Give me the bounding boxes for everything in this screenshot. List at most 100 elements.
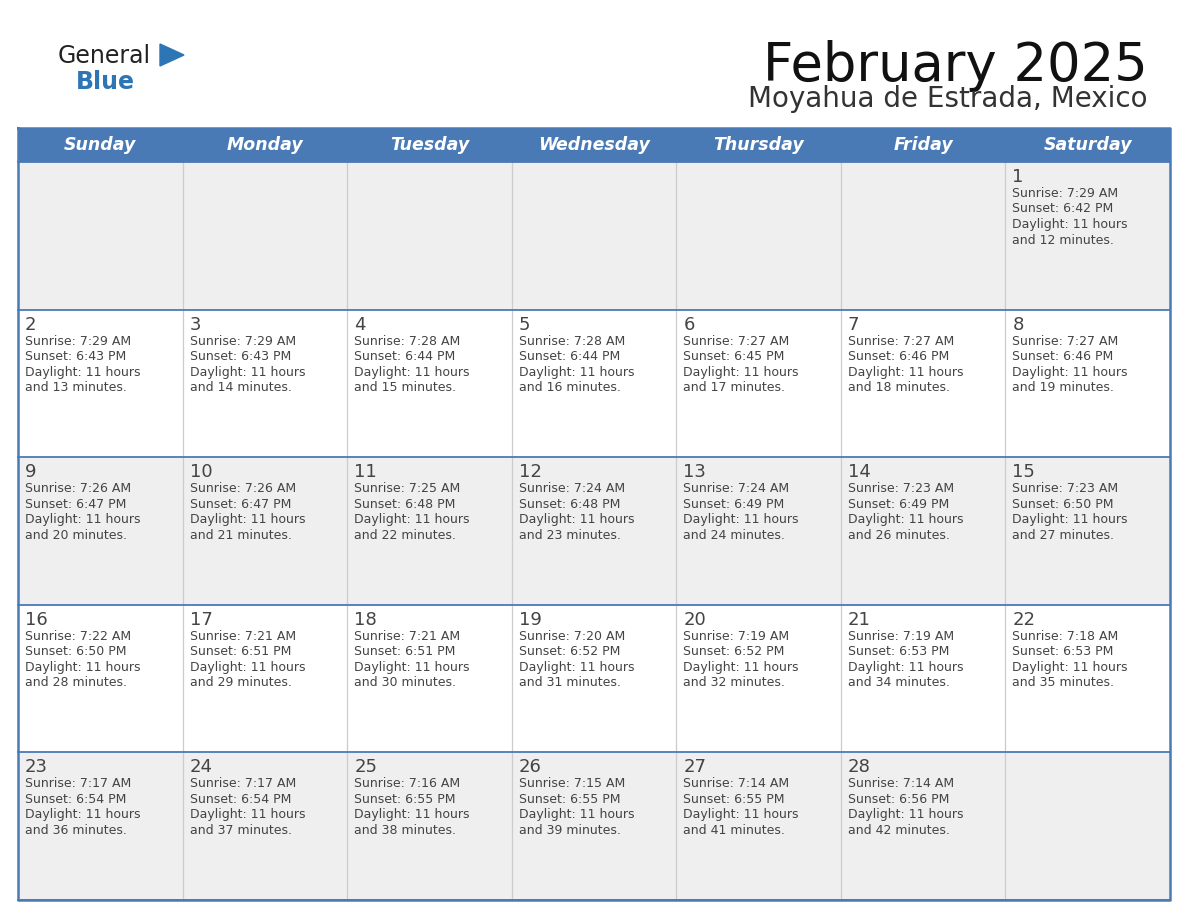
Text: Sunrise: 7:23 AM: Sunrise: 7:23 AM [1012, 482, 1119, 495]
Text: and 30 minutes.: and 30 minutes. [354, 677, 456, 689]
Text: Sunrise: 7:26 AM: Sunrise: 7:26 AM [190, 482, 296, 495]
Text: 3: 3 [190, 316, 201, 333]
Text: Daylight: 11 hours: Daylight: 11 hours [848, 513, 963, 526]
Text: Daylight: 11 hours: Daylight: 11 hours [683, 365, 798, 378]
Text: Sunset: 6:50 PM: Sunset: 6:50 PM [25, 645, 126, 658]
Text: and 17 minutes.: and 17 minutes. [683, 381, 785, 394]
Text: Sunrise: 7:14 AM: Sunrise: 7:14 AM [683, 778, 789, 790]
Text: Daylight: 11 hours: Daylight: 11 hours [25, 809, 140, 822]
Text: Saturday: Saturday [1043, 136, 1132, 154]
Text: Daylight: 11 hours: Daylight: 11 hours [519, 513, 634, 526]
Text: 12: 12 [519, 464, 542, 481]
Text: Daylight: 11 hours: Daylight: 11 hours [683, 513, 798, 526]
Text: Sunset: 6:52 PM: Sunset: 6:52 PM [519, 645, 620, 658]
Text: and 13 minutes.: and 13 minutes. [25, 381, 127, 394]
Text: Sunset: 6:52 PM: Sunset: 6:52 PM [683, 645, 784, 658]
Text: Sunrise: 7:27 AM: Sunrise: 7:27 AM [683, 334, 790, 348]
Text: 11: 11 [354, 464, 377, 481]
Text: Daylight: 11 hours: Daylight: 11 hours [354, 809, 469, 822]
Text: Sunrise: 7:23 AM: Sunrise: 7:23 AM [848, 482, 954, 495]
Text: Daylight: 11 hours: Daylight: 11 hours [25, 365, 140, 378]
Text: and 29 minutes.: and 29 minutes. [190, 677, 291, 689]
Text: 8: 8 [1012, 316, 1024, 333]
Text: Daylight: 11 hours: Daylight: 11 hours [25, 513, 140, 526]
Text: Daylight: 11 hours: Daylight: 11 hours [1012, 661, 1127, 674]
Text: 7: 7 [848, 316, 859, 333]
Text: 2: 2 [25, 316, 37, 333]
Text: and 26 minutes.: and 26 minutes. [848, 529, 949, 542]
Text: 10: 10 [190, 464, 213, 481]
Text: Daylight: 11 hours: Daylight: 11 hours [848, 809, 963, 822]
Text: Sunday: Sunday [64, 136, 137, 154]
Text: February 2025: February 2025 [763, 40, 1148, 92]
Text: Sunrise: 7:17 AM: Sunrise: 7:17 AM [190, 778, 296, 790]
Text: 18: 18 [354, 610, 377, 629]
Text: Sunset: 6:50 PM: Sunset: 6:50 PM [1012, 498, 1114, 510]
Text: Sunrise: 7:28 AM: Sunrise: 7:28 AM [354, 334, 461, 348]
Text: and 15 minutes.: and 15 minutes. [354, 381, 456, 394]
Text: 21: 21 [848, 610, 871, 629]
Text: 13: 13 [683, 464, 706, 481]
Text: 20: 20 [683, 610, 706, 629]
Polygon shape [160, 44, 184, 66]
Text: 15: 15 [1012, 464, 1035, 481]
Text: and 12 minutes.: and 12 minutes. [1012, 233, 1114, 247]
Text: Sunrise: 7:29 AM: Sunrise: 7:29 AM [25, 334, 131, 348]
Text: Daylight: 11 hours: Daylight: 11 hours [354, 513, 469, 526]
Text: Sunset: 6:49 PM: Sunset: 6:49 PM [848, 498, 949, 510]
Text: and 36 minutes.: and 36 minutes. [25, 823, 127, 837]
Text: Daylight: 11 hours: Daylight: 11 hours [190, 513, 305, 526]
Text: Daylight: 11 hours: Daylight: 11 hours [190, 809, 305, 822]
Text: Monday: Monday [227, 136, 303, 154]
Text: Daylight: 11 hours: Daylight: 11 hours [1012, 513, 1127, 526]
Text: Sunrise: 7:29 AM: Sunrise: 7:29 AM [1012, 187, 1119, 200]
Text: Friday: Friday [893, 136, 953, 154]
Text: Sunset: 6:43 PM: Sunset: 6:43 PM [190, 350, 291, 364]
Bar [18, 309, 1170, 457]
Text: Thursday: Thursday [713, 136, 804, 154]
Text: 6: 6 [683, 316, 695, 333]
Text: Wednesday: Wednesday [538, 136, 650, 154]
Text: Sunset: 6:54 PM: Sunset: 6:54 PM [190, 793, 291, 806]
Text: Sunrise: 7:24 AM: Sunrise: 7:24 AM [683, 482, 789, 495]
Text: Sunrise: 7:21 AM: Sunrise: 7:21 AM [190, 630, 296, 643]
Text: 5: 5 [519, 316, 530, 333]
Text: 26: 26 [519, 758, 542, 777]
Text: and 16 minutes.: and 16 minutes. [519, 381, 620, 394]
Text: 27: 27 [683, 758, 707, 777]
Text: Daylight: 11 hours: Daylight: 11 hours [1012, 365, 1127, 378]
Bar [18, 162, 1170, 309]
Text: and 28 minutes.: and 28 minutes. [25, 677, 127, 689]
Text: Daylight: 11 hours: Daylight: 11 hours [848, 365, 963, 378]
Text: Blue: Blue [76, 70, 135, 94]
Text: and 14 minutes.: and 14 minutes. [190, 381, 291, 394]
Text: Sunset: 6:44 PM: Sunset: 6:44 PM [519, 350, 620, 364]
Text: and 41 minutes.: and 41 minutes. [683, 823, 785, 837]
Text: and 20 minutes.: and 20 minutes. [25, 529, 127, 542]
Text: and 32 minutes.: and 32 minutes. [683, 677, 785, 689]
Text: Sunset: 6:55 PM: Sunset: 6:55 PM [683, 793, 785, 806]
Text: 1: 1 [1012, 168, 1024, 186]
Text: Daylight: 11 hours: Daylight: 11 hours [848, 661, 963, 674]
Text: Daylight: 11 hours: Daylight: 11 hours [1012, 218, 1127, 231]
Text: Sunset: 6:43 PM: Sunset: 6:43 PM [25, 350, 126, 364]
Text: Sunset: 6:51 PM: Sunset: 6:51 PM [190, 645, 291, 658]
Text: and 35 minutes.: and 35 minutes. [1012, 677, 1114, 689]
Text: Sunrise: 7:24 AM: Sunrise: 7:24 AM [519, 482, 625, 495]
Text: 4: 4 [354, 316, 366, 333]
Text: and 21 minutes.: and 21 minutes. [190, 529, 291, 542]
Text: Daylight: 11 hours: Daylight: 11 hours [519, 661, 634, 674]
Text: Daylight: 11 hours: Daylight: 11 hours [683, 661, 798, 674]
Text: Sunset: 6:56 PM: Sunset: 6:56 PM [848, 793, 949, 806]
Text: Sunrise: 7:27 AM: Sunrise: 7:27 AM [1012, 334, 1119, 348]
Text: 23: 23 [25, 758, 48, 777]
Text: Moyahua de Estrada, Mexico: Moyahua de Estrada, Mexico [748, 85, 1148, 113]
Text: Sunset: 6:42 PM: Sunset: 6:42 PM [1012, 203, 1113, 216]
Text: Sunrise: 7:18 AM: Sunrise: 7:18 AM [1012, 630, 1119, 643]
Text: Sunrise: 7:28 AM: Sunrise: 7:28 AM [519, 334, 625, 348]
Text: Daylight: 11 hours: Daylight: 11 hours [190, 365, 305, 378]
Text: Sunset: 6:53 PM: Sunset: 6:53 PM [848, 645, 949, 658]
Text: and 42 minutes.: and 42 minutes. [848, 823, 949, 837]
Text: 17: 17 [190, 610, 213, 629]
Text: Daylight: 11 hours: Daylight: 11 hours [190, 661, 305, 674]
